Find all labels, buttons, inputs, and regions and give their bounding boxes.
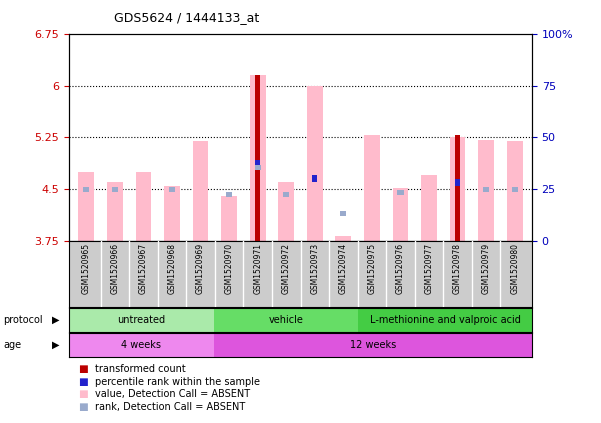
Text: ■: ■ [78,402,88,412]
Bar [511,187,518,192]
Bar [312,176,317,182]
Bar [255,75,260,241]
Bar [221,196,237,241]
Text: ▶: ▶ [52,315,59,325]
Text: 12 weeks: 12 weeks [350,340,396,350]
Text: GSM1520979: GSM1520979 [481,243,490,294]
Bar [455,179,460,186]
Bar [226,192,232,197]
Bar [358,308,532,332]
Text: GSM1520968: GSM1520968 [168,243,177,294]
Text: transformed count: transformed count [95,364,186,374]
Bar [107,182,123,241]
Bar [254,165,261,170]
Bar [112,187,118,192]
Text: 4 weeks: 4 weeks [121,340,162,350]
Text: vehicle: vehicle [269,315,304,325]
Text: GSM1520967: GSM1520967 [139,243,148,294]
Bar [250,75,266,241]
Bar [69,333,214,357]
Bar [214,308,358,332]
Bar [392,188,408,241]
Text: untreated: untreated [117,315,165,325]
Text: ■: ■ [78,389,88,399]
Bar [214,333,532,357]
Bar [455,135,460,241]
Text: GSM1520974: GSM1520974 [339,243,348,294]
Text: ■: ■ [78,376,88,387]
Text: GSM1520980: GSM1520980 [510,243,519,294]
Bar [340,211,347,216]
Text: GDS5624 / 1444133_at: GDS5624 / 1444133_at [114,11,260,24]
Text: age: age [3,340,21,350]
Bar [83,187,90,192]
Bar [169,187,175,192]
Text: GSM1520978: GSM1520978 [453,243,462,294]
Text: value, Detection Call = ABSENT: value, Detection Call = ABSENT [95,389,250,399]
Text: L-methionine and valproic acid: L-methionine and valproic acid [370,315,520,325]
Text: GSM1520969: GSM1520969 [196,243,205,294]
Text: percentile rank within the sample: percentile rank within the sample [95,376,260,387]
Text: GSM1520966: GSM1520966 [111,243,120,294]
Text: ▶: ▶ [52,340,59,350]
Text: GSM1520970: GSM1520970 [225,243,234,294]
Bar [507,141,523,241]
Text: GSM1520976: GSM1520976 [396,243,405,294]
Bar [136,172,151,241]
Text: GSM1520971: GSM1520971 [253,243,262,294]
Bar [193,141,209,241]
Text: GSM1520965: GSM1520965 [82,243,91,294]
Bar [283,192,289,197]
Text: ■: ■ [78,364,88,374]
Bar [364,135,380,241]
Text: GSM1520977: GSM1520977 [424,243,433,294]
Bar [421,176,437,241]
Bar [335,236,351,241]
Text: GSM1520973: GSM1520973 [310,243,319,294]
Bar [397,190,404,195]
Bar [450,137,465,241]
Text: rank, Detection Call = ABSENT: rank, Detection Call = ABSENT [95,402,245,412]
Bar [78,172,94,241]
Text: GSM1520972: GSM1520972 [282,243,291,294]
Bar [278,182,294,241]
Bar [164,186,180,241]
Bar [69,308,214,332]
Bar [483,187,489,192]
Text: protocol: protocol [3,315,43,325]
Bar [478,140,494,241]
Text: GSM1520975: GSM1520975 [367,243,376,294]
Bar [307,86,323,241]
Bar [255,160,260,167]
